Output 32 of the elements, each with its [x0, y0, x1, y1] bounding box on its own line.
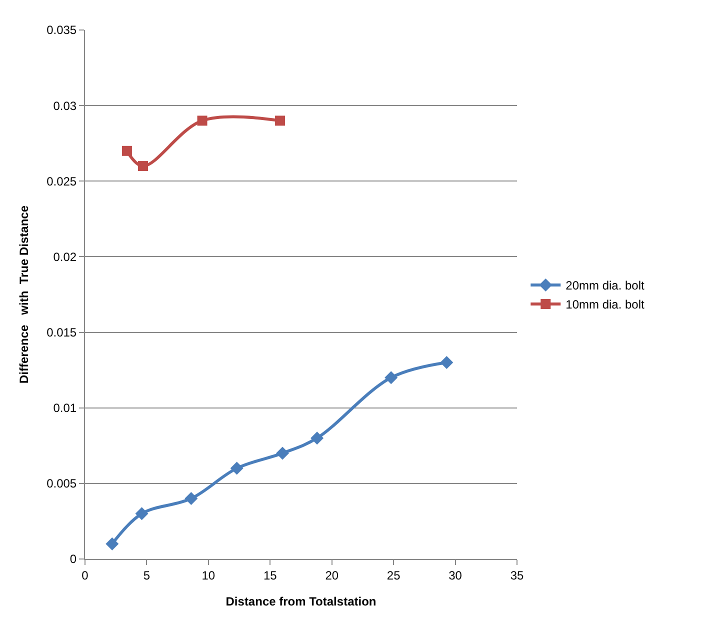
point	[135, 507, 148, 520]
point	[440, 356, 454, 370]
legend-label: 20mm dia. bolt	[566, 278, 646, 293]
x-tick-label: 10	[202, 568, 216, 582]
point	[197, 116, 208, 126]
y-tick-label: 0.005	[46, 476, 77, 491]
x-tick-label: 20	[325, 568, 339, 582]
x-tick-label: 15	[263, 568, 278, 582]
y-tick-label: 0.035	[46, 23, 77, 38]
x-tick-label: 25	[386, 568, 401, 582]
x-tick-label: 30	[448, 568, 462, 582]
x-tick-label: 5	[143, 568, 150, 582]
point	[122, 146, 132, 156]
y-tick-label: 0.03	[53, 98, 77, 113]
point	[275, 116, 286, 126]
x-tick-label: 0	[82, 568, 89, 582]
y-tick-label: 0.015	[46, 325, 77, 340]
legend-label: 10mm dia. bolt	[566, 298, 646, 312]
y-tick-label: 0.025	[46, 174, 77, 188]
y-tick-label: 0.01	[53, 401, 77, 416]
y-tick-label: 0	[70, 552, 77, 566]
point	[384, 371, 398, 384]
x-tick-label: 35	[510, 568, 524, 582]
point	[230, 462, 244, 475]
point	[106, 537, 119, 550]
point	[276, 446, 289, 460]
point	[310, 432, 324, 445]
x-axis-title: Distance from Totalstation	[226, 594, 376, 608]
point	[184, 492, 198, 506]
y-axis-title: Difference with True Distance	[16, 205, 31, 384]
y-tick-label: 0.02	[53, 250, 77, 264]
point	[138, 161, 148, 172]
